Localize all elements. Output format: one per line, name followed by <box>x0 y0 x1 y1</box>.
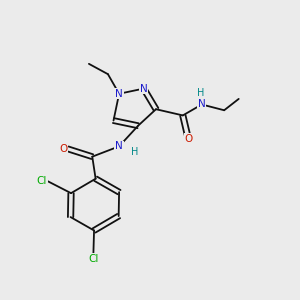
Text: N: N <box>115 89 123 99</box>
Text: Cl: Cl <box>88 254 99 264</box>
Text: Cl: Cl <box>37 176 47 186</box>
Text: O: O <box>184 134 193 144</box>
Text: O: O <box>59 144 68 154</box>
Text: H: H <box>130 146 138 157</box>
Text: H: H <box>197 88 204 98</box>
Text: N: N <box>115 141 123 151</box>
Text: N: N <box>140 84 148 94</box>
Text: N: N <box>198 100 206 110</box>
